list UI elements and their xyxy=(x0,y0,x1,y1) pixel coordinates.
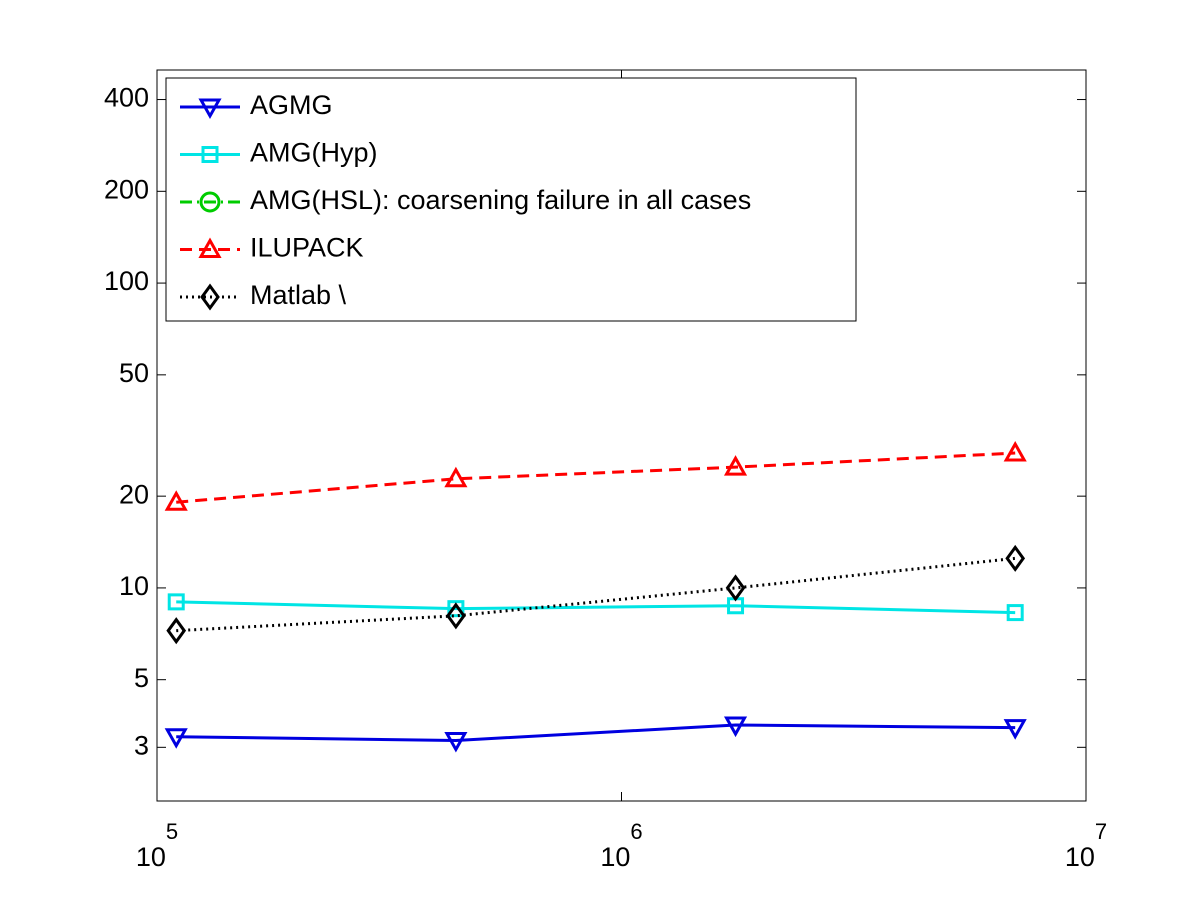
x-tick-label: 105 xyxy=(136,819,178,872)
legend-label: ILUPACK xyxy=(250,233,364,263)
y-tick-label: 3 xyxy=(134,730,149,760)
data-point xyxy=(1003,440,1027,462)
data-point xyxy=(166,617,187,645)
y-tick-label: 10 xyxy=(119,571,149,601)
legend-label: AGMG xyxy=(250,90,333,120)
legend-box xyxy=(165,77,857,322)
y-tick-label: 5 xyxy=(134,663,149,693)
y-tick-label: 400 xyxy=(104,83,149,113)
legend-label: AMG(HSL): coarsening failure in all case… xyxy=(250,185,751,215)
data-point xyxy=(723,455,748,476)
data-point xyxy=(723,716,748,738)
legend-label: Matlab \ xyxy=(250,280,347,310)
data-point xyxy=(1005,544,1026,572)
legend-marker xyxy=(199,191,221,213)
data-point xyxy=(167,593,185,611)
y-tick-label: 100 xyxy=(104,266,149,296)
y-tick-label: 50 xyxy=(119,358,149,388)
data-point xyxy=(725,574,746,602)
legend-marker xyxy=(198,98,222,120)
y-tick-label: 20 xyxy=(119,479,149,509)
legend-marker xyxy=(200,283,220,311)
legend-label: AMG(Hyp) xyxy=(250,138,378,168)
legend-marker xyxy=(201,146,219,163)
x-tick-label: 106 xyxy=(600,819,642,872)
x-tick-label: 107 xyxy=(1065,819,1107,872)
data-point xyxy=(164,490,188,511)
data-point xyxy=(444,731,468,753)
data-point xyxy=(1006,604,1024,622)
legend-marker xyxy=(198,237,222,258)
data-point xyxy=(447,600,465,618)
series-line xyxy=(176,556,1016,633)
y-tick-label: 200 xyxy=(104,174,149,204)
data-point xyxy=(444,466,468,488)
legend: AGMG AMG(Hyp) AMG(HSL): coarsening failure… xyxy=(165,77,857,322)
series-line xyxy=(176,723,1016,742)
series-line xyxy=(176,451,1016,504)
data-point xyxy=(446,602,466,630)
series-line xyxy=(176,600,1016,615)
data-point xyxy=(164,728,188,749)
data-point xyxy=(1003,719,1027,740)
